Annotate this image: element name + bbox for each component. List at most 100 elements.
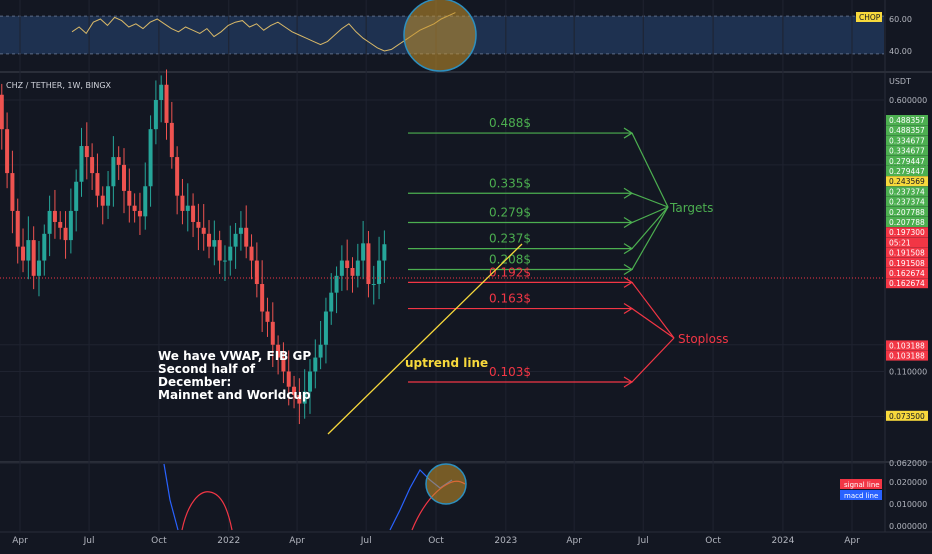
candle-body xyxy=(90,157,95,174)
candle-body xyxy=(292,386,297,395)
target-pointer-line xyxy=(631,206,669,224)
x-tick-label: Oct xyxy=(151,536,167,546)
fib-arrowhead xyxy=(623,276,634,288)
price-badge-label: 0.207788 xyxy=(889,218,925,227)
x-tick-label: Apr xyxy=(566,536,582,546)
fib-level-label: 0.192$ xyxy=(489,265,531,279)
candle-body xyxy=(212,240,217,247)
fib-arrowhead xyxy=(623,376,634,388)
fib-level-label: 0.335$ xyxy=(489,176,531,190)
candle-body xyxy=(217,240,222,261)
chop-badge-label: CHOP xyxy=(859,13,881,22)
price-badge xyxy=(886,268,928,278)
x-tick-label: 2022 xyxy=(217,536,240,546)
candle-body xyxy=(345,260,350,268)
candle-body xyxy=(276,344,281,358)
signal-line-segment xyxy=(181,491,233,531)
candle-body xyxy=(307,371,312,392)
candle-body xyxy=(222,260,227,262)
candle-body xyxy=(180,195,185,211)
candle-body xyxy=(361,243,366,261)
macd-legend-badge xyxy=(840,479,882,489)
candle-body xyxy=(254,260,259,285)
price-badge xyxy=(886,145,928,156)
candle-body xyxy=(355,260,360,276)
price-badge xyxy=(886,186,928,197)
fib-level-label: 0.488$ xyxy=(489,116,531,130)
fib-level-label: 0.208$ xyxy=(489,253,531,267)
candle-body xyxy=(334,275,339,293)
candle-body xyxy=(371,284,376,286)
price-badge-label: 0.488357 xyxy=(889,116,925,125)
macd-legend-label: macd line xyxy=(844,492,878,500)
candle-body xyxy=(297,394,302,404)
target-pointer-line xyxy=(631,192,669,208)
candle-body xyxy=(238,227,243,234)
note-text: December: xyxy=(158,375,231,389)
candle-body xyxy=(127,190,132,206)
price-badge xyxy=(886,350,928,361)
price-badge-label: 0.237374 xyxy=(889,187,925,196)
candle-body xyxy=(42,233,47,261)
price-badge-label: 0.103188 xyxy=(889,341,925,350)
x-tick-label: Apr xyxy=(844,536,860,546)
macd-tick-label: 0.020000 xyxy=(889,478,927,487)
candle-body xyxy=(21,246,26,261)
candle-body xyxy=(137,210,142,217)
candle-body xyxy=(191,205,196,222)
candle-body xyxy=(329,292,334,312)
candle-body xyxy=(31,240,36,276)
targets-annotation: Targets xyxy=(669,201,713,215)
candle-body xyxy=(201,227,206,234)
candle-body xyxy=(95,173,100,196)
stoploss-pointer-line xyxy=(631,308,675,339)
candle-body xyxy=(143,186,148,217)
fib-arrowhead xyxy=(623,303,634,315)
candle-body xyxy=(111,157,116,187)
price-badge-label: 0.162674 xyxy=(889,279,925,288)
price-badge xyxy=(886,257,928,268)
note-text: Mainnet and Worldcup xyxy=(158,388,311,402)
candle-body xyxy=(313,357,318,372)
candle-body xyxy=(339,260,344,276)
macd-highlight-circle xyxy=(425,463,467,505)
x-tick-label: Jul xyxy=(637,536,649,546)
candle-body xyxy=(52,210,57,222)
x-tick-label: Apr xyxy=(289,536,305,546)
candle-body xyxy=(286,371,291,387)
x-tick-label: 2024 xyxy=(771,536,794,546)
candle-body xyxy=(175,157,180,196)
candle-body xyxy=(185,205,190,211)
chop-line xyxy=(71,12,456,52)
fib-level-label: 0.237$ xyxy=(489,232,531,246)
candle-body xyxy=(302,391,307,404)
price-badge-label: 0.197300 xyxy=(889,228,925,237)
stoploss-pointer-line xyxy=(631,337,675,383)
x-tick-label: Apr xyxy=(12,536,28,546)
candle-body xyxy=(350,268,355,276)
y-tick-label: 0.600000 xyxy=(889,96,927,105)
candle-body xyxy=(26,240,31,261)
price-badge-label: 0.191508 xyxy=(889,259,925,268)
price-badge-label: 0.103188 xyxy=(889,352,925,361)
candle-body xyxy=(323,311,328,345)
price-badge-label: 0.334677 xyxy=(889,136,925,145)
candle-body xyxy=(318,344,323,358)
target-pointer-line xyxy=(631,132,669,208)
currency-label: USDT xyxy=(889,77,911,86)
candle-body xyxy=(84,146,89,158)
candle-body xyxy=(68,210,73,241)
price-badge-label: 0.243569 xyxy=(889,177,925,186)
uptrend-label: uptrend line xyxy=(405,356,488,370)
candles xyxy=(0,69,387,425)
candle-body xyxy=(164,84,169,123)
price-badge-label: 0.488357 xyxy=(889,126,925,135)
price-badge xyxy=(886,340,928,351)
candle-body xyxy=(58,221,63,228)
candle-body xyxy=(148,129,153,187)
x-tick-label: Oct xyxy=(705,536,721,546)
note-text: Second half of xyxy=(158,362,256,376)
macd-line-segment xyxy=(163,463,179,531)
